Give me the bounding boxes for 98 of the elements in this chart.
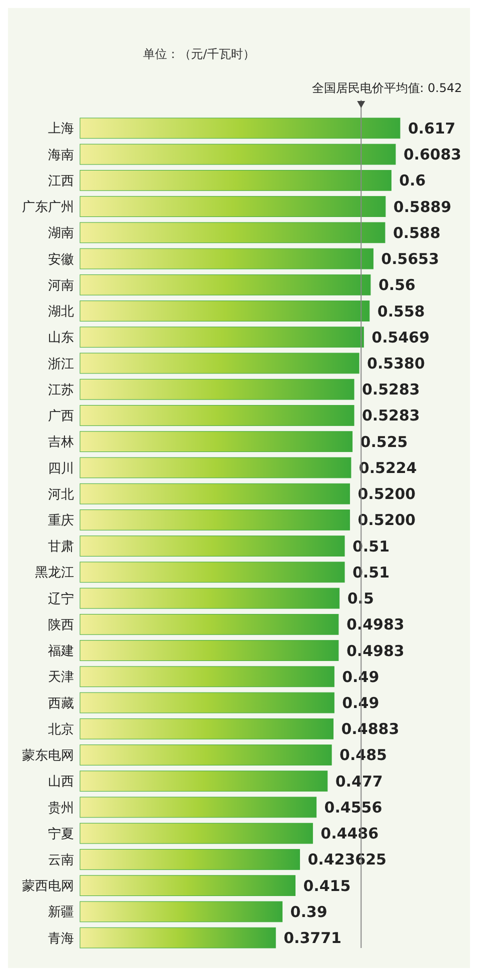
data-label: 0.5 [347,590,374,608]
data-label: 0.617 [408,119,456,138]
y-tick-label: 湖南 [48,226,74,242]
data-label: 0.558 [377,302,425,320]
bar [80,144,396,165]
bar [80,588,340,609]
bar [80,300,370,322]
bar [80,510,350,530]
data-label: 0.5889 [393,198,452,216]
bar [80,640,339,661]
bar [80,431,353,452]
bar [80,562,345,583]
y-tick-label: 山东 [48,330,74,346]
y-tick-label: 重庆 [48,513,74,528]
y-tick-label: 山西 [48,774,74,790]
bar [80,718,334,740]
bar [80,744,332,766]
y-tick-label: 江西 [48,174,74,189]
bar [80,170,392,191]
y-tick-label: 广西 [48,409,74,424]
bar [80,692,334,714]
data-label: 0.5653 [381,250,440,268]
bar [80,849,300,870]
bar [80,536,345,556]
data-label: 0.4486 [320,824,379,843]
data-label: 0.415 [303,876,351,895]
y-tick-label: 上海 [48,122,74,137]
y-tick-label: 广东广州 [22,200,74,216]
y-tick-label: 蒙西电网 [22,879,74,894]
data-label: 0.39 [290,902,328,921]
bar [80,822,313,844]
y-tick-label: 湖北 [48,304,74,320]
data-label: 0.51 [352,537,390,556]
bar [80,901,283,922]
y-tick-label: 河北 [48,487,74,502]
y-tick-label: 福建 [48,644,74,660]
y-tick-label: 天津 [48,670,74,686]
data-label: 0.5224 [358,458,417,477]
y-tick-label: 蒙东电网 [22,748,74,764]
data-label: 0.423625 [308,850,386,869]
y-tick-label: 安徽 [48,251,74,268]
ref-line-label: 全国居民电价平均值: 0.542 [312,81,462,95]
bar [80,666,334,688]
data-label: 0.56 [378,276,416,294]
y-tick-label: 吉林 [48,435,74,450]
y-tick-label: 云南 [48,853,74,868]
data-label: 0.6083 [403,146,462,164]
bar [80,222,386,244]
data-label: 0.477 [335,772,383,790]
data-label: 0.3771 [284,929,342,948]
y-tick-label: 海南 [48,148,74,163]
bar [80,796,317,818]
data-label: 0.5200 [358,511,416,530]
bar [80,248,374,270]
bar [80,352,360,374]
y-tick-label: 辽宁 [48,590,74,607]
data-label: 0.4983 [346,642,404,660]
chart-subtitle: 单位：（元/千瓦时） [142,47,256,61]
y-tick-label: 贵州 [48,800,74,816]
bar [80,196,386,217]
data-label: 0.4556 [324,798,382,816]
y-tick-label: 河南 [48,278,74,294]
y-tick-label: 北京 [48,722,74,738]
data-label: 0.49 [342,668,380,686]
data-label: 0.4983 [346,616,404,634]
bar [80,378,354,400]
data-label: 0.588 [392,224,440,242]
data-label: 0.525 [360,432,408,451]
bar [80,927,276,948]
data-label: 0.5380 [367,354,425,372]
data-label: 0.4883 [341,720,400,738]
bar [80,326,364,348]
data-label: 0.49 [342,694,380,712]
data-label: 0.5283 [362,380,420,399]
y-tick-label: 青海 [48,931,74,946]
bar [80,614,339,635]
bar [80,875,296,896]
data-label: 0.6 [399,172,426,190]
y-tick-label: 宁夏 [48,826,74,842]
data-label: 0.5200 [358,485,416,504]
bar [80,483,350,504]
y-tick-label: 陕西 [48,618,74,633]
bar [80,274,371,296]
y-tick-label: 浙江 [48,356,74,372]
data-label: 0.5469 [372,328,430,346]
y-tick-label: 四川 [48,461,74,476]
bar [80,118,400,139]
y-tick-label: 江苏 [48,382,74,398]
y-tick-label: 新疆 [48,905,74,920]
data-label: 0.5283 [362,406,420,425]
bar [80,770,328,792]
y-tick-label: 甘肃 [48,540,74,555]
y-tick-label: 黑龙江 [35,566,74,581]
y-tick-label: 西藏 [48,696,74,712]
bar [80,457,352,478]
data-label: 0.51 [352,563,390,582]
data-label: 0.485 [340,746,387,764]
bar [80,405,354,426]
